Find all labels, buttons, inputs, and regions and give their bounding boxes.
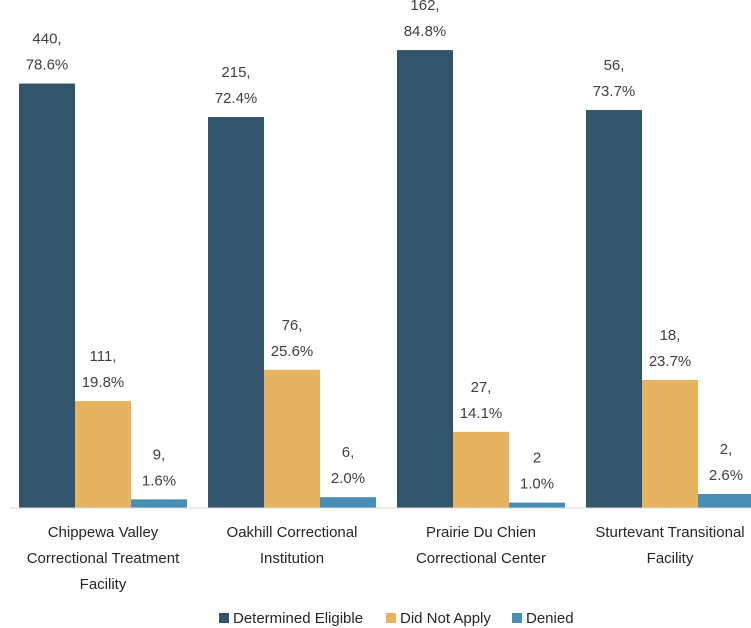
- bar-did-not-apply-4: [642, 380, 698, 508]
- category-labels-layer: Chippewa Valley Correctional Treatment Fac…: [27, 524, 745, 593]
- bar-determined-eligible-3: [397, 50, 453, 508]
- category-label-3: Prairie Du Chien Correctional Center: [416, 524, 546, 567]
- legend-swatch-determined-eligible: [219, 613, 229, 623]
- legend-label-did-not-apply: Did Not Apply: [400, 610, 491, 627]
- data-label-did-not-apply-2: 76, 25.6%: [271, 317, 314, 360]
- data-label-denied-3: 2 1.0%: [520, 450, 554, 493]
- data-label-did-not-apply-1: 111, 19.8%: [82, 348, 125, 391]
- data-label-denied-1: 9, 1.6%: [142, 446, 176, 489]
- data-label-did-not-apply-3: 27, 14.1%: [460, 379, 503, 422]
- data-label-determined-eligible-2: 215, 72.4%: [215, 64, 258, 107]
- data-label-denied-4: 2, 2.6%: [709, 441, 743, 484]
- bar-did-not-apply-2: [264, 369, 320, 508]
- legend-swatch-did-not-apply: [386, 613, 396, 623]
- legend-label-determined-eligible: Determined Eligible: [233, 610, 363, 627]
- legend-label-denied: Denied: [526, 610, 574, 627]
- category-label-1: Chippewa Valley Correctional Treatment Fac…: [27, 524, 180, 593]
- bar-determined-eligible-4: [586, 110, 642, 509]
- bar-denied-1: [131, 499, 187, 508]
- bars-layer: [19, 50, 751, 509]
- data-label-determined-eligible-1: 440, 78.6%: [26, 31, 69, 74]
- legend: Determined Eligible Did Not Apply Denied: [219, 610, 574, 627]
- bar-did-not-apply-3: [453, 431, 509, 508]
- bar-denied-2: [320, 497, 376, 508]
- data-label-determined-eligible-3: 162, 84.8%: [404, 0, 447, 40]
- bar-labels-layer: 440, 78.6% 215, 72.4% 162, 84.8% 56, 73.7% 111, 1…: [26, 0, 743, 493]
- bar-denied-3: [509, 502, 565, 508]
- data-label-determined-eligible-4: 56, 73.7%: [593, 57, 636, 100]
- bar-denied-4: [698, 493, 751, 508]
- legend-swatch-denied: [512, 613, 522, 623]
- data-label-did-not-apply-4: 18, 23.7%: [649, 327, 692, 370]
- bar-determined-eligible-2: [208, 117, 264, 508]
- category-label-4: Sturtevant Transitional Facility: [595, 524, 744, 567]
- bar-determined-eligible-1: [19, 83, 75, 508]
- bar-did-not-apply-1: [75, 401, 131, 508]
- data-label-denied-2: 6, 2.0%: [331, 444, 365, 487]
- category-label-2: Oakhill Correctional Institution: [227, 524, 358, 567]
